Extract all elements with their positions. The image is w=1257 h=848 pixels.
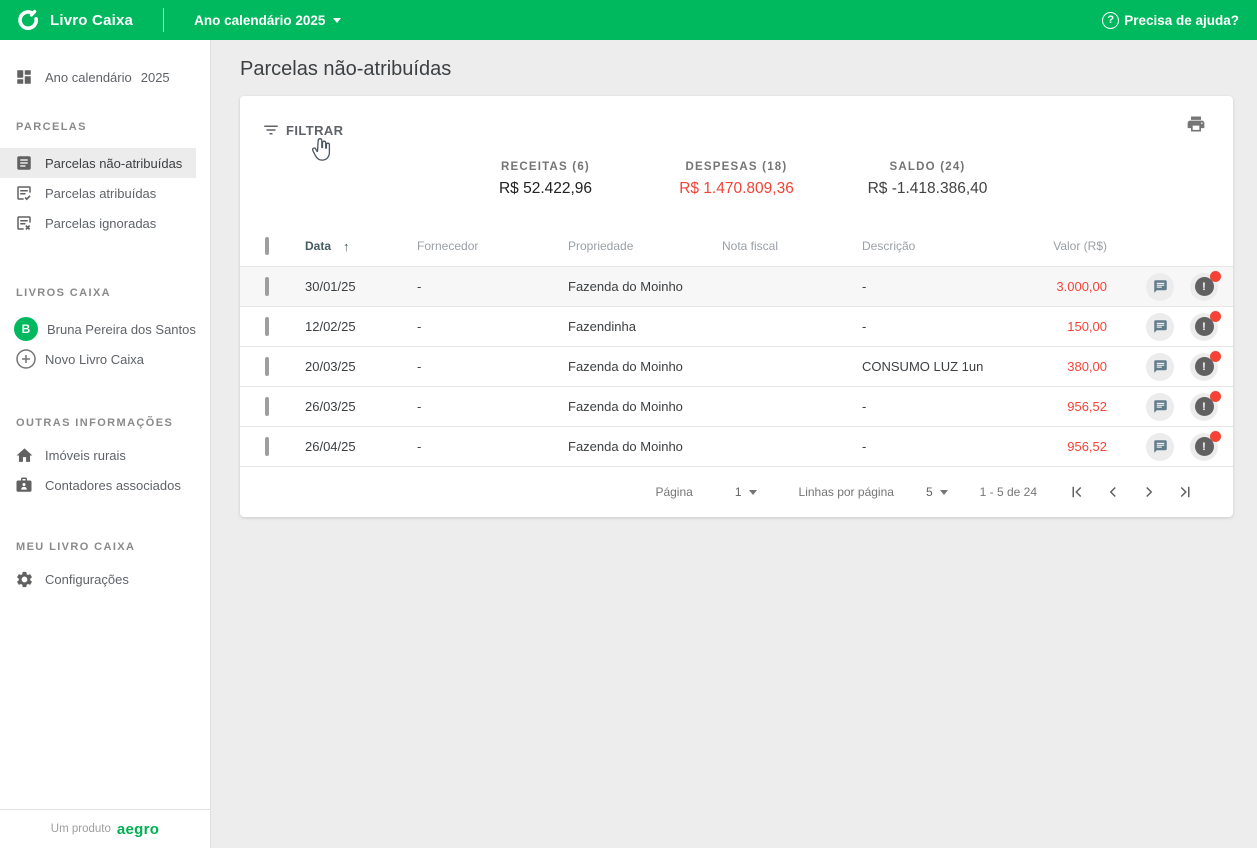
sidebar-item-parcelas-nao-atribuidas[interactable]: Parcelas não-atribuídas [0, 148, 196, 178]
help-button[interactable]: Precisa de ajuda? [1102, 11, 1239, 29]
row-checkbox[interactable] [265, 437, 269, 456]
sidebar-item-configuracoes[interactable]: Configurações [0, 564, 210, 594]
row-checkbox[interactable] [265, 357, 269, 376]
table-row[interactable]: 30/01/25 - Fazenda do Moinho - 3.000,00 [240, 266, 1233, 306]
list-check-icon [14, 183, 34, 203]
column-header-nota-fiscal[interactable]: Nota fiscal [722, 239, 779, 253]
comment-button[interactable] [1146, 272, 1174, 301]
sidebar-item-parcelas-ignoradas[interactable]: Parcelas ignoradas [0, 208, 210, 238]
accountant-bag-icon [14, 475, 34, 495]
plus-circle-icon [14, 349, 38, 369]
alert-icon [1194, 437, 1214, 456]
top-bar: Livro Caixa Ano calendário 2025 Precisa … [0, 0, 1257, 40]
page-select[interactable]: 1 [735, 485, 757, 499]
range-indicator: 1 - 5 de 24 [979, 485, 1037, 499]
sidebar-item-novo-livro-caixa[interactable]: Novo Livro Caixa [0, 344, 210, 374]
year-selector[interactable]: Ano calendário 2025 [194, 13, 342, 28]
alert-icon [1194, 277, 1214, 296]
gear-icon [14, 569, 34, 589]
alert-icon [1194, 317, 1214, 336]
alert-button[interactable] [1190, 270, 1221, 301]
sidebar-item-contadores-associados[interactable]: Contadores associados [0, 470, 210, 500]
dashboard-icon [14, 67, 34, 87]
table-row[interactable]: 12/02/25 - Fazendinha - 150,00 [240, 306, 1233, 346]
aegro-logo-icon [16, 8, 40, 32]
avatar: B [14, 317, 38, 341]
notification-dot [1210, 270, 1221, 282]
saldo-value: R$ -1.418.386,40 [867, 180, 988, 197]
column-header-valor[interactable]: Valor (R$) [1053, 239, 1107, 253]
alert-button[interactable] [1190, 390, 1221, 421]
notification-dot [1210, 310, 1221, 322]
sidebar: Ano calendário 2025 PARCELAS Parcelas nã… [0, 40, 211, 848]
first-page-button[interactable] [1065, 480, 1089, 504]
notification-dot [1210, 390, 1221, 402]
last-page-button[interactable] [1173, 480, 1197, 504]
column-header-descricao[interactable]: Descrição [862, 239, 916, 253]
stat-receitas: RECEITAS (6) R$ 52.422,96 [450, 161, 641, 198]
list-x-icon [14, 213, 34, 233]
rows-per-page-label: Linhas por página [798, 485, 894, 499]
sidebar-item-livro-bruna[interactable]: B Bruna Pereira dos Santos [0, 314, 210, 344]
receitas-value: R$ 52.422,96 [498, 180, 593, 197]
aegro-wordmark: aegro [116, 820, 160, 838]
print-button[interactable] [1186, 114, 1206, 134]
despesas-value: R$ 1.470.809,36 [679, 180, 794, 197]
table-header-row: Data ↑ Fornecedor Propriedade Nota fisca… [240, 226, 1233, 266]
column-header-data[interactable]: Data ↑ [305, 238, 350, 254]
sidebar-item-ano-calendario[interactable]: Ano calendário 2025 [0, 62, 210, 92]
column-header-fornecedor[interactable]: Fornecedor [417, 239, 479, 253]
chevron-down-icon [333, 17, 342, 27]
page-label: Página [655, 485, 693, 499]
table-row[interactable]: 20/03/25 - Fazenda do Moinho CONSUMO LUZ… [240, 346, 1233, 386]
comment-button[interactable] [1146, 312, 1174, 341]
notification-dot [1210, 430, 1221, 442]
comment-button[interactable] [1146, 352, 1174, 381]
table-row[interactable]: 26/03/25 - Fazenda do Moinho - 956,52 [240, 386, 1233, 426]
alert-button[interactable] [1190, 310, 1221, 341]
stat-saldo: SALDO (24) R$ -1.418.386,40 [832, 161, 1023, 198]
next-page-button[interactable] [1137, 480, 1161, 504]
sidebar-item-imoveis-rurais[interactable]: Imóveis rurais [0, 440, 210, 470]
comment-button[interactable] [1146, 392, 1174, 421]
sidebar-item-parcelas-atribuidas[interactable]: Parcelas atribuídas [0, 178, 210, 208]
row-checkbox[interactable] [265, 397, 269, 416]
chevron-down-icon [748, 489, 757, 499]
select-all-checkbox[interactable] [265, 237, 269, 255]
section-meu-livro-caixa: MEU LIVRO CAIXA [16, 541, 136, 553]
section-livros-caixa: LIVROS CAIXA [16, 287, 112, 299]
app-title: Livro Caixa [50, 11, 134, 29]
comment-button[interactable] [1146, 432, 1174, 461]
sidebar-footer: Um produto aegro [0, 809, 210, 848]
sort-up-icon: ↑ [343, 238, 350, 254]
alert-button[interactable] [1190, 430, 1221, 461]
summary-stats: RECEITAS (6) R$ 52.422,96 DESPESAS (18) … [240, 161, 1233, 198]
table-row[interactable]: 26/04/25 - Fazenda do Moinho - 956,52 [240, 426, 1233, 466]
prev-page-button[interactable] [1101, 480, 1125, 504]
page-title: Parcelas não-atribuídas [240, 58, 452, 80]
alert-icon [1194, 397, 1214, 416]
column-header-propriedade[interactable]: Propriedade [568, 239, 634, 253]
stat-despesas: DESPESAS (18) R$ 1.470.809,36 [641, 161, 832, 198]
rows-per-page-select[interactable]: 5 [926, 485, 948, 499]
header-divider [163, 8, 165, 32]
row-checkbox[interactable] [265, 317, 269, 336]
row-checkbox[interactable] [265, 277, 269, 296]
filter-button[interactable]: FILTRAR [262, 121, 343, 139]
pagination-bar: Página 1 Linhas por página 5 1 - 5 de 24 [240, 466, 1233, 517]
section-parcelas: PARCELAS [16, 121, 87, 133]
home-icon [14, 445, 34, 465]
list-icon [14, 153, 34, 173]
alert-icon [1194, 357, 1214, 376]
question-circle-icon [1102, 11, 1120, 29]
alert-button[interactable] [1190, 350, 1221, 381]
parcelas-card: FILTRAR RECEITAS (6) R$ 52.422,96 DESPES… [240, 96, 1233, 517]
section-outras-informacoes: OUTRAS INFORMAÇÕES [16, 417, 174, 429]
notification-dot [1210, 350, 1221, 362]
chevron-down-icon [939, 489, 948, 499]
main-content: Parcelas não-atribuídas FILTRAR RECEITAS… [211, 40, 1257, 848]
parcelas-table: Data ↑ Fornecedor Propriedade Nota fisca… [240, 226, 1233, 466]
filter-icon [262, 121, 280, 139]
